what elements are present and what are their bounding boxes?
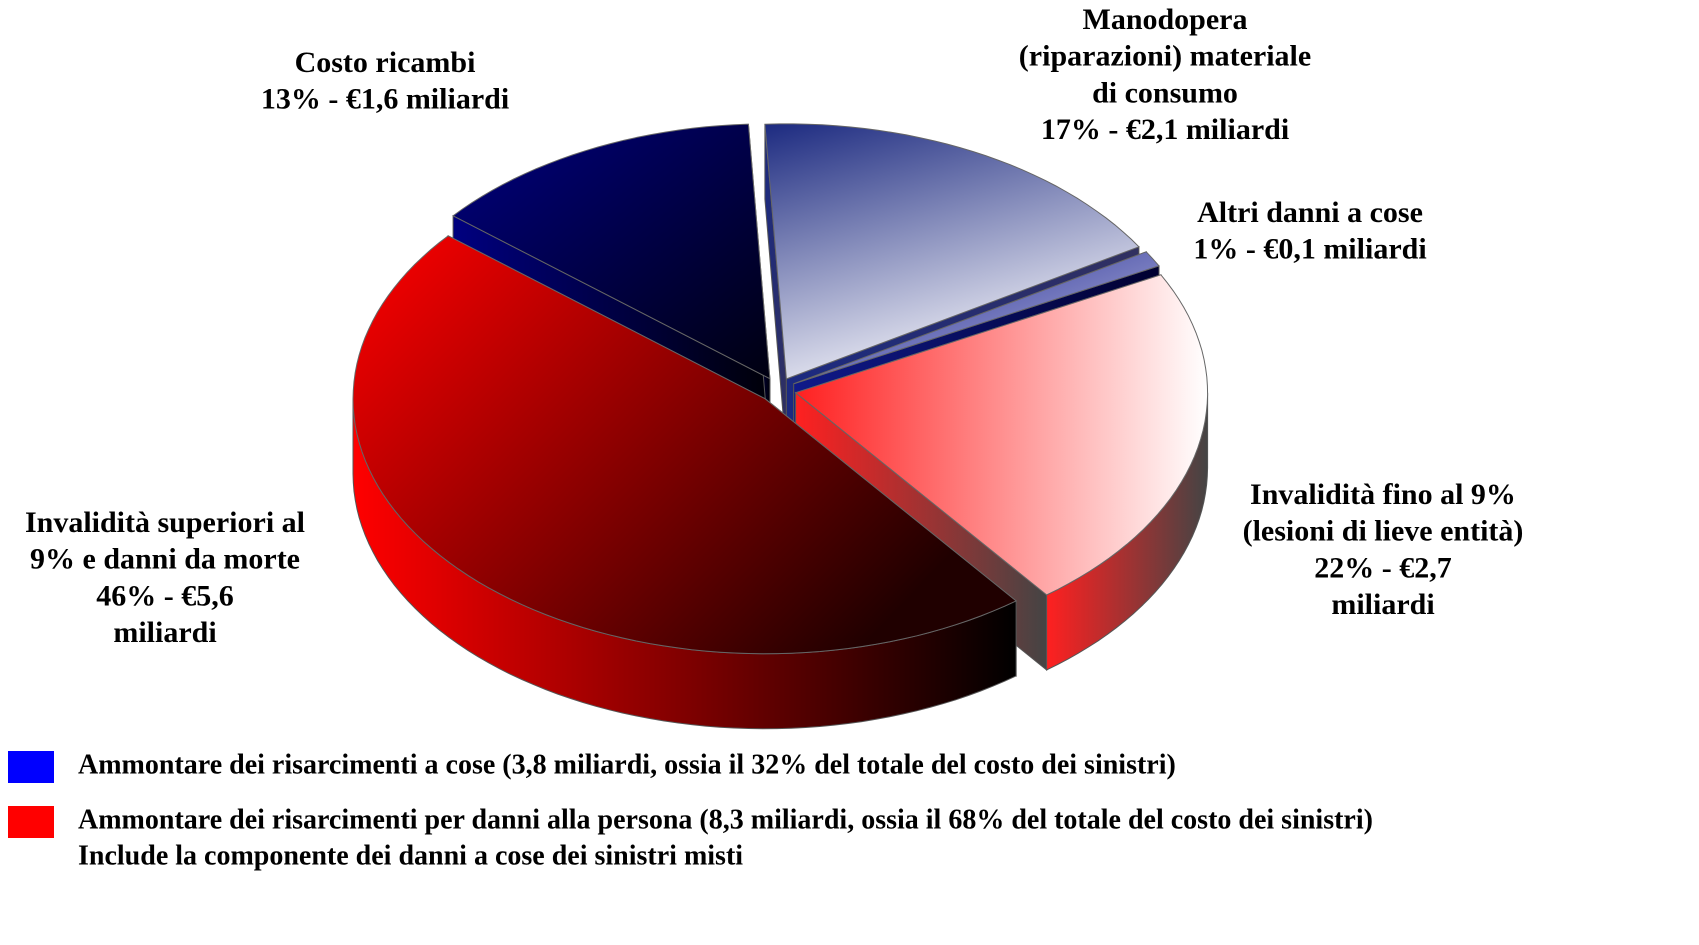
legend-label: Ammontare dei risarcimenti a cose (3,8 m… bbox=[78, 749, 1176, 780]
legend-label: Include la componente dei danni a cose d… bbox=[78, 840, 743, 871]
slice-label: Invalidità fino al 9% bbox=[1250, 478, 1516, 511]
slice-value-label: miliardi bbox=[113, 616, 216, 649]
slice-value-label: 46% - €5,6 bbox=[96, 579, 234, 612]
slice-value-label: 13% - €1,6 miliardi bbox=[261, 83, 509, 116]
slice-value-label: 17% - €2,1 miliardi bbox=[1041, 113, 1289, 146]
slice bbox=[352, 234, 1018, 730]
slice-label: (riparazioni) materiale bbox=[1019, 40, 1311, 73]
slice-value-label: 1% - €0,1 miliardi bbox=[1193, 233, 1426, 266]
slice-label: Manodopera bbox=[1083, 3, 1248, 36]
slice-label: Altri danni a cose bbox=[1197, 196, 1423, 229]
slice-top bbox=[452, 123, 771, 380]
legend-label: Ammontare dei risarcimenti per danni all… bbox=[78, 804, 1373, 835]
slice-label: 9% e danni da morte bbox=[30, 543, 300, 576]
slice-label: di consumo bbox=[1092, 76, 1238, 109]
slice-top bbox=[764, 123, 1140, 380]
legend-swatch bbox=[8, 751, 54, 783]
slice-value-label: 22% - €2,7 bbox=[1314, 551, 1452, 584]
slice-label: Invalidità superiori al bbox=[25, 506, 305, 539]
slice-top bbox=[793, 251, 1160, 385]
slice-top bbox=[352, 235, 1018, 655]
slice-top bbox=[794, 274, 1209, 596]
slice-label: (lesioni di lieve entità) bbox=[1243, 515, 1524, 548]
slice-value-label: miliardi bbox=[1331, 588, 1434, 621]
slice-label: Costo ricambi bbox=[295, 46, 476, 79]
legend-swatch bbox=[8, 806, 54, 838]
